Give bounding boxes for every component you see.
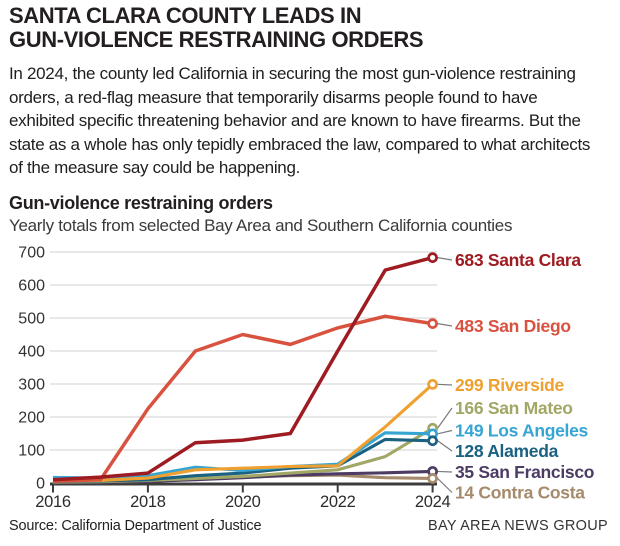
y-tick-label-500: 500 bbox=[18, 310, 45, 327]
leader-line-alameda bbox=[437, 439, 453, 452]
footer: Source: California Department of Justice… bbox=[0, 518, 620, 534]
leader-line-riverside bbox=[437, 383, 453, 386]
x-tick-label-2024: 2024 bbox=[415, 493, 451, 511]
series-line-san-diego bbox=[52, 314, 433, 483]
intro-paragraph: In 2024, the county led California in se… bbox=[9, 64, 591, 178]
end-marker-san-diego bbox=[427, 317, 438, 329]
leader-line-santa-clara bbox=[437, 256, 453, 261]
page-title: SANTA CLARA COUNTY LEADS IN GUN-VIOLENCE… bbox=[0, 4, 620, 51]
series-line-riverside bbox=[52, 382, 434, 483]
leader-line-los-angeles bbox=[437, 429, 453, 434]
page-title-line1: SANTA CLARA COUNTY LEADS IN bbox=[9, 3, 362, 28]
y-tick-label-600: 600 bbox=[18, 277, 45, 294]
y-tick-label-0: 0 bbox=[36, 475, 45, 492]
end-label-san-mateo: 166 San Mateo bbox=[455, 398, 573, 418]
y-tick-label-700: 700 bbox=[18, 244, 45, 261]
x-tick-label-2022: 2022 bbox=[320, 493, 356, 511]
end-label-los-angeles: 149 Los Angeles bbox=[455, 420, 589, 440]
x-tick-label-2020: 2020 bbox=[225, 493, 261, 511]
x-tick-label-2018: 2018 bbox=[130, 493, 166, 511]
chart-subtitle: Yearly totals from selected Bay Area and… bbox=[9, 215, 513, 235]
leader-line-contra-costa bbox=[437, 477, 453, 493]
end-label-riverside: 299 Riverside bbox=[455, 375, 565, 395]
end-label-san-diego: 483 San Diego bbox=[455, 316, 571, 336]
y-tick-label-400: 400 bbox=[18, 343, 45, 360]
end-marker-santa-clara bbox=[427, 251, 438, 263]
end-label-contra-costa: 14 Contra Costa bbox=[455, 482, 585, 502]
end-marker-riverside bbox=[427, 378, 438, 390]
line-chart: 0 100 200 300 400 500 600 700 2016 2018 2020 2022 20… bbox=[18, 244, 594, 511]
series-line-santa-clara bbox=[52, 255, 434, 482]
leader-line-san-mateo bbox=[437, 407, 453, 429]
end-label-santa-clara: 683 Santa Clara bbox=[455, 250, 581, 270]
leader-line-san-diego bbox=[437, 322, 453, 327]
y-tick-label-100: 100 bbox=[18, 442, 45, 459]
y-tick-label-300: 300 bbox=[18, 376, 45, 393]
y-tick-label-200: 200 bbox=[18, 409, 45, 426]
end-marker-alameda bbox=[427, 434, 438, 446]
source-note: Source: California Department of Justice bbox=[9, 517, 262, 534]
chart-title: Gun-violence restraining orders bbox=[9, 192, 273, 213]
page-title-line2: GUN-VIOLENCE RESTRAINING ORDERS bbox=[9, 26, 424, 52]
credit-note: BAY AREA NEWS GROUP bbox=[427, 517, 608, 534]
end-label-san-francisco: 35 San Francisco bbox=[455, 462, 594, 482]
end-marker-contra-costa bbox=[427, 472, 438, 484]
end-label-alameda: 128 Alameda bbox=[455, 441, 559, 461]
leader-line-san-francisco bbox=[437, 470, 453, 473]
x-tick-label-2016: 2016 bbox=[35, 493, 71, 511]
